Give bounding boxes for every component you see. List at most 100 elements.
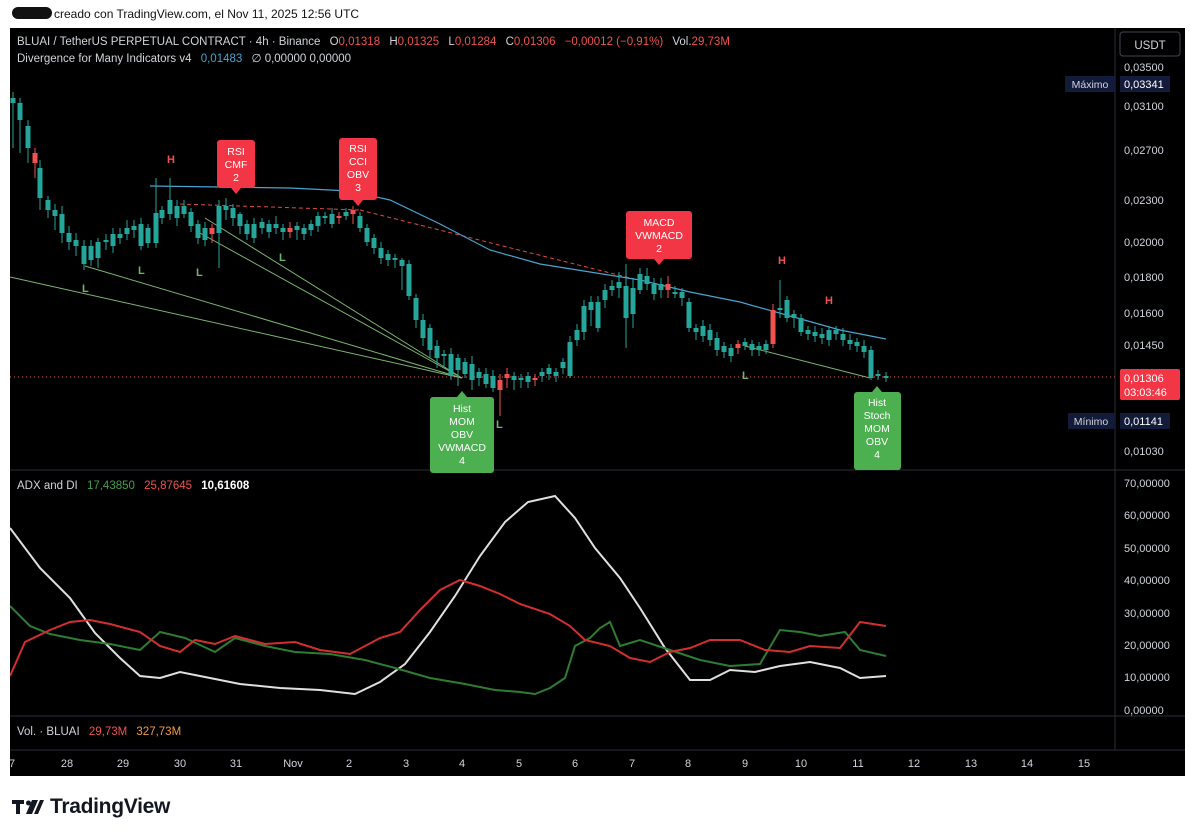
bearish-signal-rsi-cmf[interactable]: RSI CMF 2 — [217, 140, 255, 194]
candle[interactable] — [868, 346, 874, 380]
candle[interactable] — [756, 342, 762, 356]
candle[interactable] — [763, 340, 769, 354]
tradingview-logo[interactable]: TradingView — [12, 795, 170, 819]
candle[interactable] — [826, 326, 832, 346]
candle[interactable] — [616, 272, 622, 298]
candle[interactable] — [315, 212, 321, 232]
bearish-signal-rsi-cci-obv[interactable]: RSI CCI OBV 3 — [339, 138, 377, 206]
currency-button[interactable]: USDT — [1119, 31, 1181, 57]
candle[interactable] — [216, 200, 222, 268]
price-axis[interactable]: 0,03500 0,03100 0,02700 0,02300 0,02000 0,018… — [1124, 62, 1164, 458]
candle[interactable] — [73, 233, 79, 256]
candle[interactable] — [609, 280, 615, 296]
candle[interactable] — [301, 224, 307, 240]
candle[interactable] — [644, 268, 650, 290]
candle[interactable] — [124, 220, 130, 240]
candle[interactable] — [223, 198, 229, 220]
time-axis[interactable]: 7 28 29 30 31 Nov 2 3 4 5 6 7 8 9 10 11 12 13 14 15 — [10, 758, 1090, 770]
candle[interactable] — [441, 350, 447, 368]
candle[interactable] — [805, 326, 811, 340]
candle[interactable] — [777, 280, 783, 318]
candle[interactable] — [539, 368, 545, 382]
candle[interactable] — [686, 298, 692, 332]
candle[interactable] — [637, 268, 643, 294]
candle[interactable] — [195, 220, 201, 244]
candle[interactable] — [455, 354, 461, 386]
candle[interactable] — [651, 278, 657, 300]
candle[interactable] — [95, 238, 101, 268]
candle[interactable] — [385, 250, 391, 266]
candle[interactable] — [497, 374, 503, 416]
candle[interactable] — [812, 326, 818, 342]
candle[interactable] — [322, 212, 328, 224]
candle[interactable] — [854, 338, 860, 352]
candle[interactable] — [574, 324, 580, 346]
candle[interactable] — [378, 242, 384, 264]
candle[interactable] — [371, 234, 377, 254]
candle[interactable] — [525, 372, 531, 388]
candle[interactable] — [623, 264, 629, 348]
candle[interactable] — [159, 206, 165, 224]
candle[interactable] — [630, 278, 636, 328]
candle[interactable] — [32, 148, 38, 178]
candle[interactable] — [287, 222, 293, 238]
candle[interactable] — [567, 336, 573, 378]
candle[interactable] — [259, 218, 265, 234]
bullish-signal-hist-mom-obv-vwmacd[interactable]: Hist MOM OBV VWMACD 4 — [430, 391, 494, 473]
candle[interactable] — [244, 220, 250, 240]
candle[interactable] — [237, 212, 243, 234]
candle[interactable] — [553, 368, 559, 382]
candle[interactable] — [434, 340, 440, 368]
candle[interactable] — [875, 370, 881, 380]
candle[interactable] — [10, 92, 16, 148]
candle[interactable] — [560, 358, 566, 374]
candle[interactable] — [770, 304, 776, 348]
candle[interactable] — [784, 296, 790, 322]
candle[interactable] — [532, 374, 538, 386]
candle[interactable] — [427, 324, 433, 358]
candle[interactable] — [735, 340, 741, 354]
candle[interactable] — [66, 226, 72, 250]
candles[interactable] — [10, 92, 889, 416]
candle[interactable] — [350, 206, 356, 224]
candle[interactable] — [707, 324, 713, 346]
chart-area[interactable]: 0,03500 0,03100 0,02700 0,02300 0,02000 0,018… — [10, 28, 1185, 776]
candle[interactable] — [581, 300, 587, 340]
candle[interactable] — [693, 324, 699, 340]
candle[interactable] — [511, 372, 517, 390]
candle[interactable] — [672, 286, 678, 298]
candle[interactable] — [110, 228, 116, 253]
candle[interactable] — [721, 342, 727, 358]
candle[interactable] — [413, 294, 419, 328]
candle[interactable] — [658, 278, 664, 298]
candle[interactable] — [138, 218, 144, 250]
candle[interactable] — [883, 372, 889, 382]
bullish-signal-hist-stoch-mom-obv[interactable]: Hist Stoch MOM OBV 4 — [854, 386, 901, 470]
candle[interactable] — [167, 178, 173, 220]
candle[interactable] — [81, 240, 87, 270]
candle[interactable] — [420, 314, 426, 346]
candle[interactable] — [37, 160, 43, 210]
candle[interactable] — [174, 200, 180, 226]
candle[interactable] — [45, 196, 51, 218]
candle[interactable] — [273, 216, 279, 234]
candle[interactable] — [518, 374, 524, 388]
candle[interactable] — [504, 368, 510, 388]
candle[interactable] — [861, 340, 867, 358]
candle[interactable] — [399, 258, 405, 290]
candle[interactable] — [209, 224, 215, 243]
candle[interactable] — [131, 220, 137, 238]
candle[interactable] — [546, 364, 552, 380]
candle[interactable] — [833, 326, 839, 340]
candle[interactable] — [791, 310, 797, 328]
adx-axis[interactable]: 70,00000 60,00000 50,00000 40,00000 30,00000… — [1124, 478, 1170, 717]
candle[interactable] — [17, 98, 23, 153]
candle[interactable] — [462, 358, 468, 378]
candle[interactable] — [588, 296, 594, 326]
candle[interactable] — [448, 348, 454, 380]
candle[interactable] — [483, 368, 489, 388]
candle[interactable] — [847, 334, 853, 350]
candle[interactable] — [469, 356, 475, 390]
candle[interactable] — [490, 370, 496, 392]
candle[interactable] — [280, 224, 286, 240]
